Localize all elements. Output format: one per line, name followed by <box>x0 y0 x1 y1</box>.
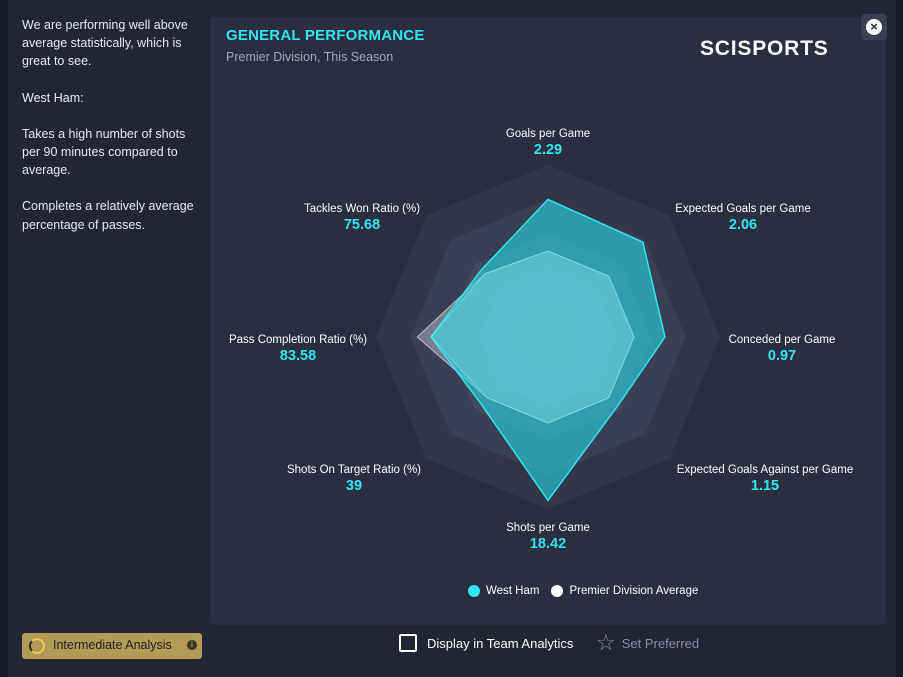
set-preferred-button[interactable]: ☆ Set Preferred <box>596 632 699 654</box>
star-icon: ☆ <box>596 630 616 655</box>
axis-label: Goals per Game <box>506 128 590 140</box>
analysis-level-label: Intermediate Analysis <box>53 638 172 652</box>
axis-label: Conceded per Game <box>729 334 836 346</box>
chart-legend: West Ham Premier Division Average <box>468 585 710 597</box>
close-icon: × <box>866 19 882 35</box>
series-overlap-area <box>430 250 635 424</box>
axis-value-label: 75.68 <box>344 217 380 233</box>
legend-swatch <box>468 585 480 597</box>
axis-label: Expected Goals per Game <box>675 203 811 215</box>
legend-label: West Ham <box>486 585 540 597</box>
axis-value-label: 18.42 <box>530 536 566 552</box>
summary-paragraph: Completes a relatively average percentag… <box>22 199 194 232</box>
close-button[interactable]: × <box>861 14 887 40</box>
series-polygon-west-ham <box>430 198 666 502</box>
axis-value-label: 1.15 <box>751 478 779 494</box>
checkbox-label: Display in Team Analytics <box>427 635 574 651</box>
axis-label: Shots On Target Ratio (%) <box>287 464 421 476</box>
display-in-team-analytics-toggle[interactable]: Display in Team Analytics <box>399 634 573 652</box>
axis-value-label: 39 <box>346 478 362 494</box>
summary-paragraph: Takes a high number of shots per 90 minu… <box>22 126 186 178</box>
summary-paragraph: We are performing well above average sta… <box>22 18 188 69</box>
scisports-logo: SCISPORTS <box>700 37 829 60</box>
chart-title: GENERAL PERFORMANCE <box>226 27 425 44</box>
analysis-level-badge[interactable]: Intermediate Analysis i <box>22 633 202 659</box>
checkbox[interactable] <box>399 634 417 652</box>
axis-value-label: 83.58 <box>280 348 316 364</box>
axis-label: Tackles Won Ratio (%) <box>304 203 420 215</box>
legend-label: Premier Division Average <box>569 585 699 597</box>
legend-item-league-average: Premier Division Average <box>551 585 698 597</box>
legend-item-west-ham: West Ham <box>468 585 539 597</box>
analysis-summary: We are performing well above average sta… <box>22 16 204 252</box>
axis-label: Expected Goals Against per Game <box>677 464 853 476</box>
set-preferred-label: Set Preferred <box>621 635 700 651</box>
background-left <box>0 0 8 677</box>
background-right <box>896 0 903 677</box>
axis-value-label: 2.06 <box>729 217 757 233</box>
info-icon[interactable]: i <box>187 640 197 650</box>
axis-label: Pass Completion Ratio (%) <box>229 334 367 346</box>
axis-value-label: 0.97 <box>768 348 796 364</box>
summary-paragraph: West Ham: <box>22 90 84 105</box>
legend-swatch <box>551 585 564 597</box>
chart-subtitle: Premier Division, This Season <box>226 50 394 64</box>
axis-value-label: 2.29 <box>534 142 562 158</box>
axis-label: Shots per Game <box>506 522 590 534</box>
progress-ring-icon <box>29 638 45 654</box>
